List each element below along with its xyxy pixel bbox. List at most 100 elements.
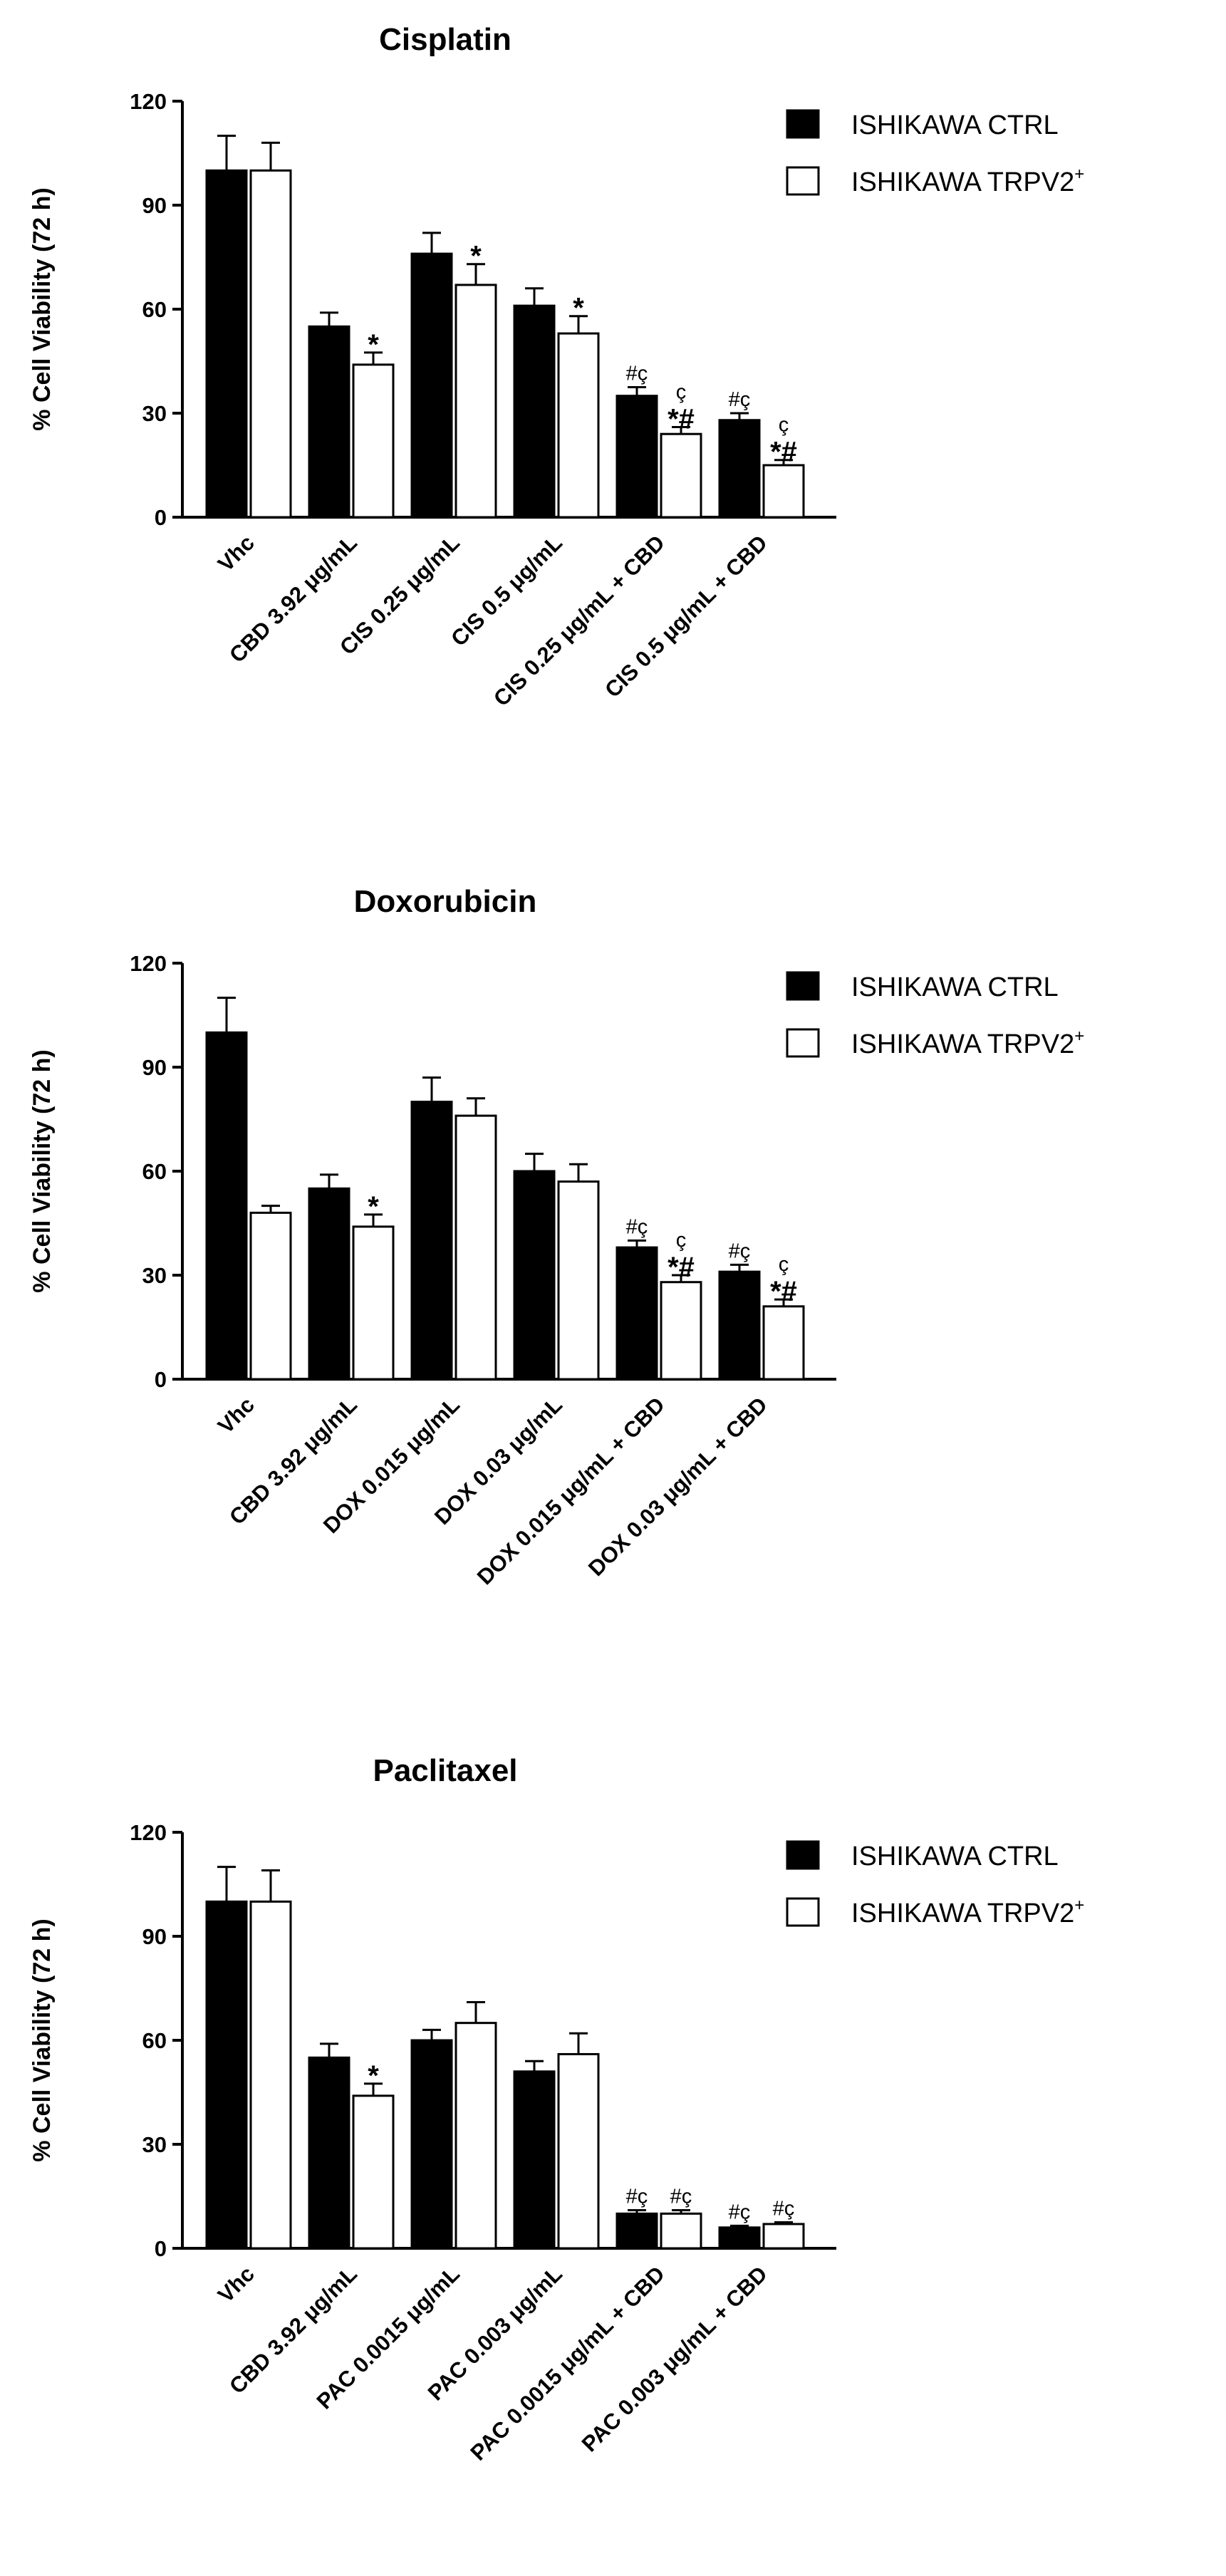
y-tick-label: 120 bbox=[130, 89, 167, 114]
bar-trpv2 bbox=[557, 1180, 600, 1381]
bar-trpv2 bbox=[352, 1225, 395, 1381]
significance-marker: ç bbox=[676, 1229, 687, 1252]
legend-label: ISHIKAWA CTRL bbox=[851, 110, 1059, 140]
bar-ctrl bbox=[308, 325, 350, 519]
legend-label: ISHIKAWA TRPV2+ bbox=[851, 165, 1084, 197]
significance-marker: * bbox=[573, 293, 584, 324]
bar-trpv2 bbox=[454, 1114, 497, 1381]
significance-marker: #ç bbox=[729, 2201, 751, 2223]
bar-trpv2 bbox=[352, 363, 395, 519]
chart-title: Cisplatin bbox=[379, 22, 511, 57]
bar-ctrl bbox=[410, 2039, 453, 2250]
bar-trpv2 bbox=[454, 2022, 497, 2250]
bar-ctrl bbox=[718, 1270, 761, 1381]
bar-ctrl bbox=[615, 395, 658, 519]
y-tick-label: 90 bbox=[142, 1924, 167, 1949]
x-tick-label: DOX 0.03 μg/mL + CBD bbox=[583, 1392, 772, 1581]
bar-trpv2 bbox=[249, 1211, 292, 1381]
significance-marker: *# bbox=[667, 1252, 695, 1283]
bar-trpv2 bbox=[454, 284, 497, 519]
legend-swatch-ctrl bbox=[786, 971, 820, 1001]
legend-label-sup: + bbox=[1074, 165, 1084, 184]
legend-swatch-trpv2 bbox=[786, 1897, 820, 1927]
bar-trpv2 bbox=[762, 464, 805, 519]
y-axis-label: % Cell Viability (72 h) bbox=[28, 1918, 56, 2161]
significance-marker: #ç bbox=[729, 1240, 751, 1262]
significance-marker: * bbox=[368, 1191, 379, 1222]
significance-marker: * bbox=[368, 329, 379, 360]
y-tick-label: 90 bbox=[142, 193, 167, 218]
bar-ctrl bbox=[205, 1031, 248, 1381]
x-tick-label: Vhc bbox=[213, 530, 259, 576]
y-tick-label: 120 bbox=[130, 1820, 167, 1845]
significance-marker: #ç bbox=[626, 2185, 648, 2208]
bar-trpv2 bbox=[352, 2094, 395, 2250]
chart-doxorubicin: Doxorubicin % Cell Viability (72 h) 0 30 60 9… bbox=[28, 884, 1084, 1589]
bar-trpv2 bbox=[249, 169, 292, 519]
significance-marker: * bbox=[368, 2060, 379, 2092]
legend-label: ISHIKAWA TRPV2+ bbox=[851, 1896, 1084, 1928]
bar-trpv2 bbox=[660, 432, 702, 519]
significance-marker: *# bbox=[667, 403, 695, 435]
bar-trpv2 bbox=[762, 1305, 805, 1381]
bar-ctrl bbox=[308, 1187, 350, 1381]
y-tick-label: 0 bbox=[155, 2236, 167, 2261]
bar-ctrl bbox=[513, 304, 556, 519]
chart-paclitaxel: Paclitaxel % Cell Viability (72 h) 0 30 60 90… bbox=[28, 1753, 1084, 2466]
legend-label: ISHIKAWA TRPV2+ bbox=[851, 1027, 1084, 1059]
bar-ctrl bbox=[410, 1101, 453, 1381]
bar-ctrl bbox=[410, 252, 453, 519]
bar-trpv2 bbox=[660, 1281, 702, 1381]
bar-ctrl bbox=[205, 169, 248, 519]
significance-marker: #ç bbox=[670, 2185, 692, 2208]
bar-ctrl bbox=[205, 1900, 248, 2250]
bar-trpv2 bbox=[249, 1900, 292, 2250]
legend-label: ISHIKAWA CTRL bbox=[851, 1842, 1059, 1871]
y-tick-label: 0 bbox=[155, 505, 167, 530]
y-tick-label: 120 bbox=[130, 951, 167, 976]
significance-marker: *# bbox=[770, 1276, 797, 1307]
chart-cisplatin: Cisplatin % Cell Viability (72 h) 0 30 60 90 1… bbox=[28, 22, 1084, 711]
bar-ctrl bbox=[308, 2056, 350, 2250]
y-tick-label: 30 bbox=[142, 401, 167, 426]
bar-trpv2 bbox=[762, 2223, 805, 2250]
y-tick-label: 60 bbox=[142, 297, 167, 322]
bar-trpv2 bbox=[557, 332, 600, 519]
bar-ctrl bbox=[615, 2212, 658, 2250]
legend-swatch-ctrl bbox=[786, 109, 820, 139]
significance-marker: #ç bbox=[626, 363, 648, 385]
x-tick-label: DOX 0.015 μg/mL + CBD bbox=[472, 1392, 670, 1589]
chart-title: Paclitaxel bbox=[373, 1753, 517, 1788]
bar-ctrl bbox=[513, 1170, 556, 1381]
legend-label-sup: + bbox=[1074, 1027, 1084, 1046]
legend-label: ISHIKAWA CTRL bbox=[851, 972, 1059, 1002]
significance-marker: #ç bbox=[773, 2198, 795, 2221]
x-tick-label: PAC 0.0015 μg/mL + CBD bbox=[465, 2261, 669, 2465]
legend-swatch-trpv2 bbox=[786, 1028, 820, 1058]
bar-trpv2 bbox=[557, 2052, 600, 2250]
x-tick-label: PAC 0.003 μg/mL + CBD bbox=[577, 2261, 772, 2456]
chart-title: Doxorubicin bbox=[354, 884, 537, 919]
y-tick-label: 60 bbox=[142, 1159, 167, 1184]
legend-swatch-trpv2 bbox=[786, 166, 820, 196]
significance-marker: *# bbox=[770, 437, 797, 468]
y-tick-label: 30 bbox=[142, 2132, 167, 2157]
significance-marker: #ç bbox=[729, 388, 751, 411]
x-tick-label: Vhc bbox=[213, 1392, 259, 1438]
y-axis-label: % Cell Viability (72 h) bbox=[28, 1049, 56, 1292]
bar-ctrl bbox=[513, 2070, 556, 2250]
significance-marker: ç bbox=[676, 380, 687, 403]
y-tick-label: 30 bbox=[142, 1263, 167, 1288]
y-tick-label: 90 bbox=[142, 1055, 167, 1080]
legend-swatch-ctrl bbox=[786, 1840, 820, 1870]
x-tick-label: Vhc bbox=[213, 2261, 259, 2307]
significance-marker: * bbox=[470, 241, 482, 272]
y-tick-label: 60 bbox=[142, 2028, 167, 2053]
bar-ctrl bbox=[718, 2226, 761, 2250]
bar-ctrl bbox=[615, 1246, 658, 1381]
y-axis-label: % Cell Viability (72 h) bbox=[28, 187, 56, 430]
bar-trpv2 bbox=[660, 2212, 702, 2250]
y-tick-label: 0 bbox=[155, 1367, 167, 1392]
legend-label-sup: + bbox=[1074, 1896, 1084, 1915]
